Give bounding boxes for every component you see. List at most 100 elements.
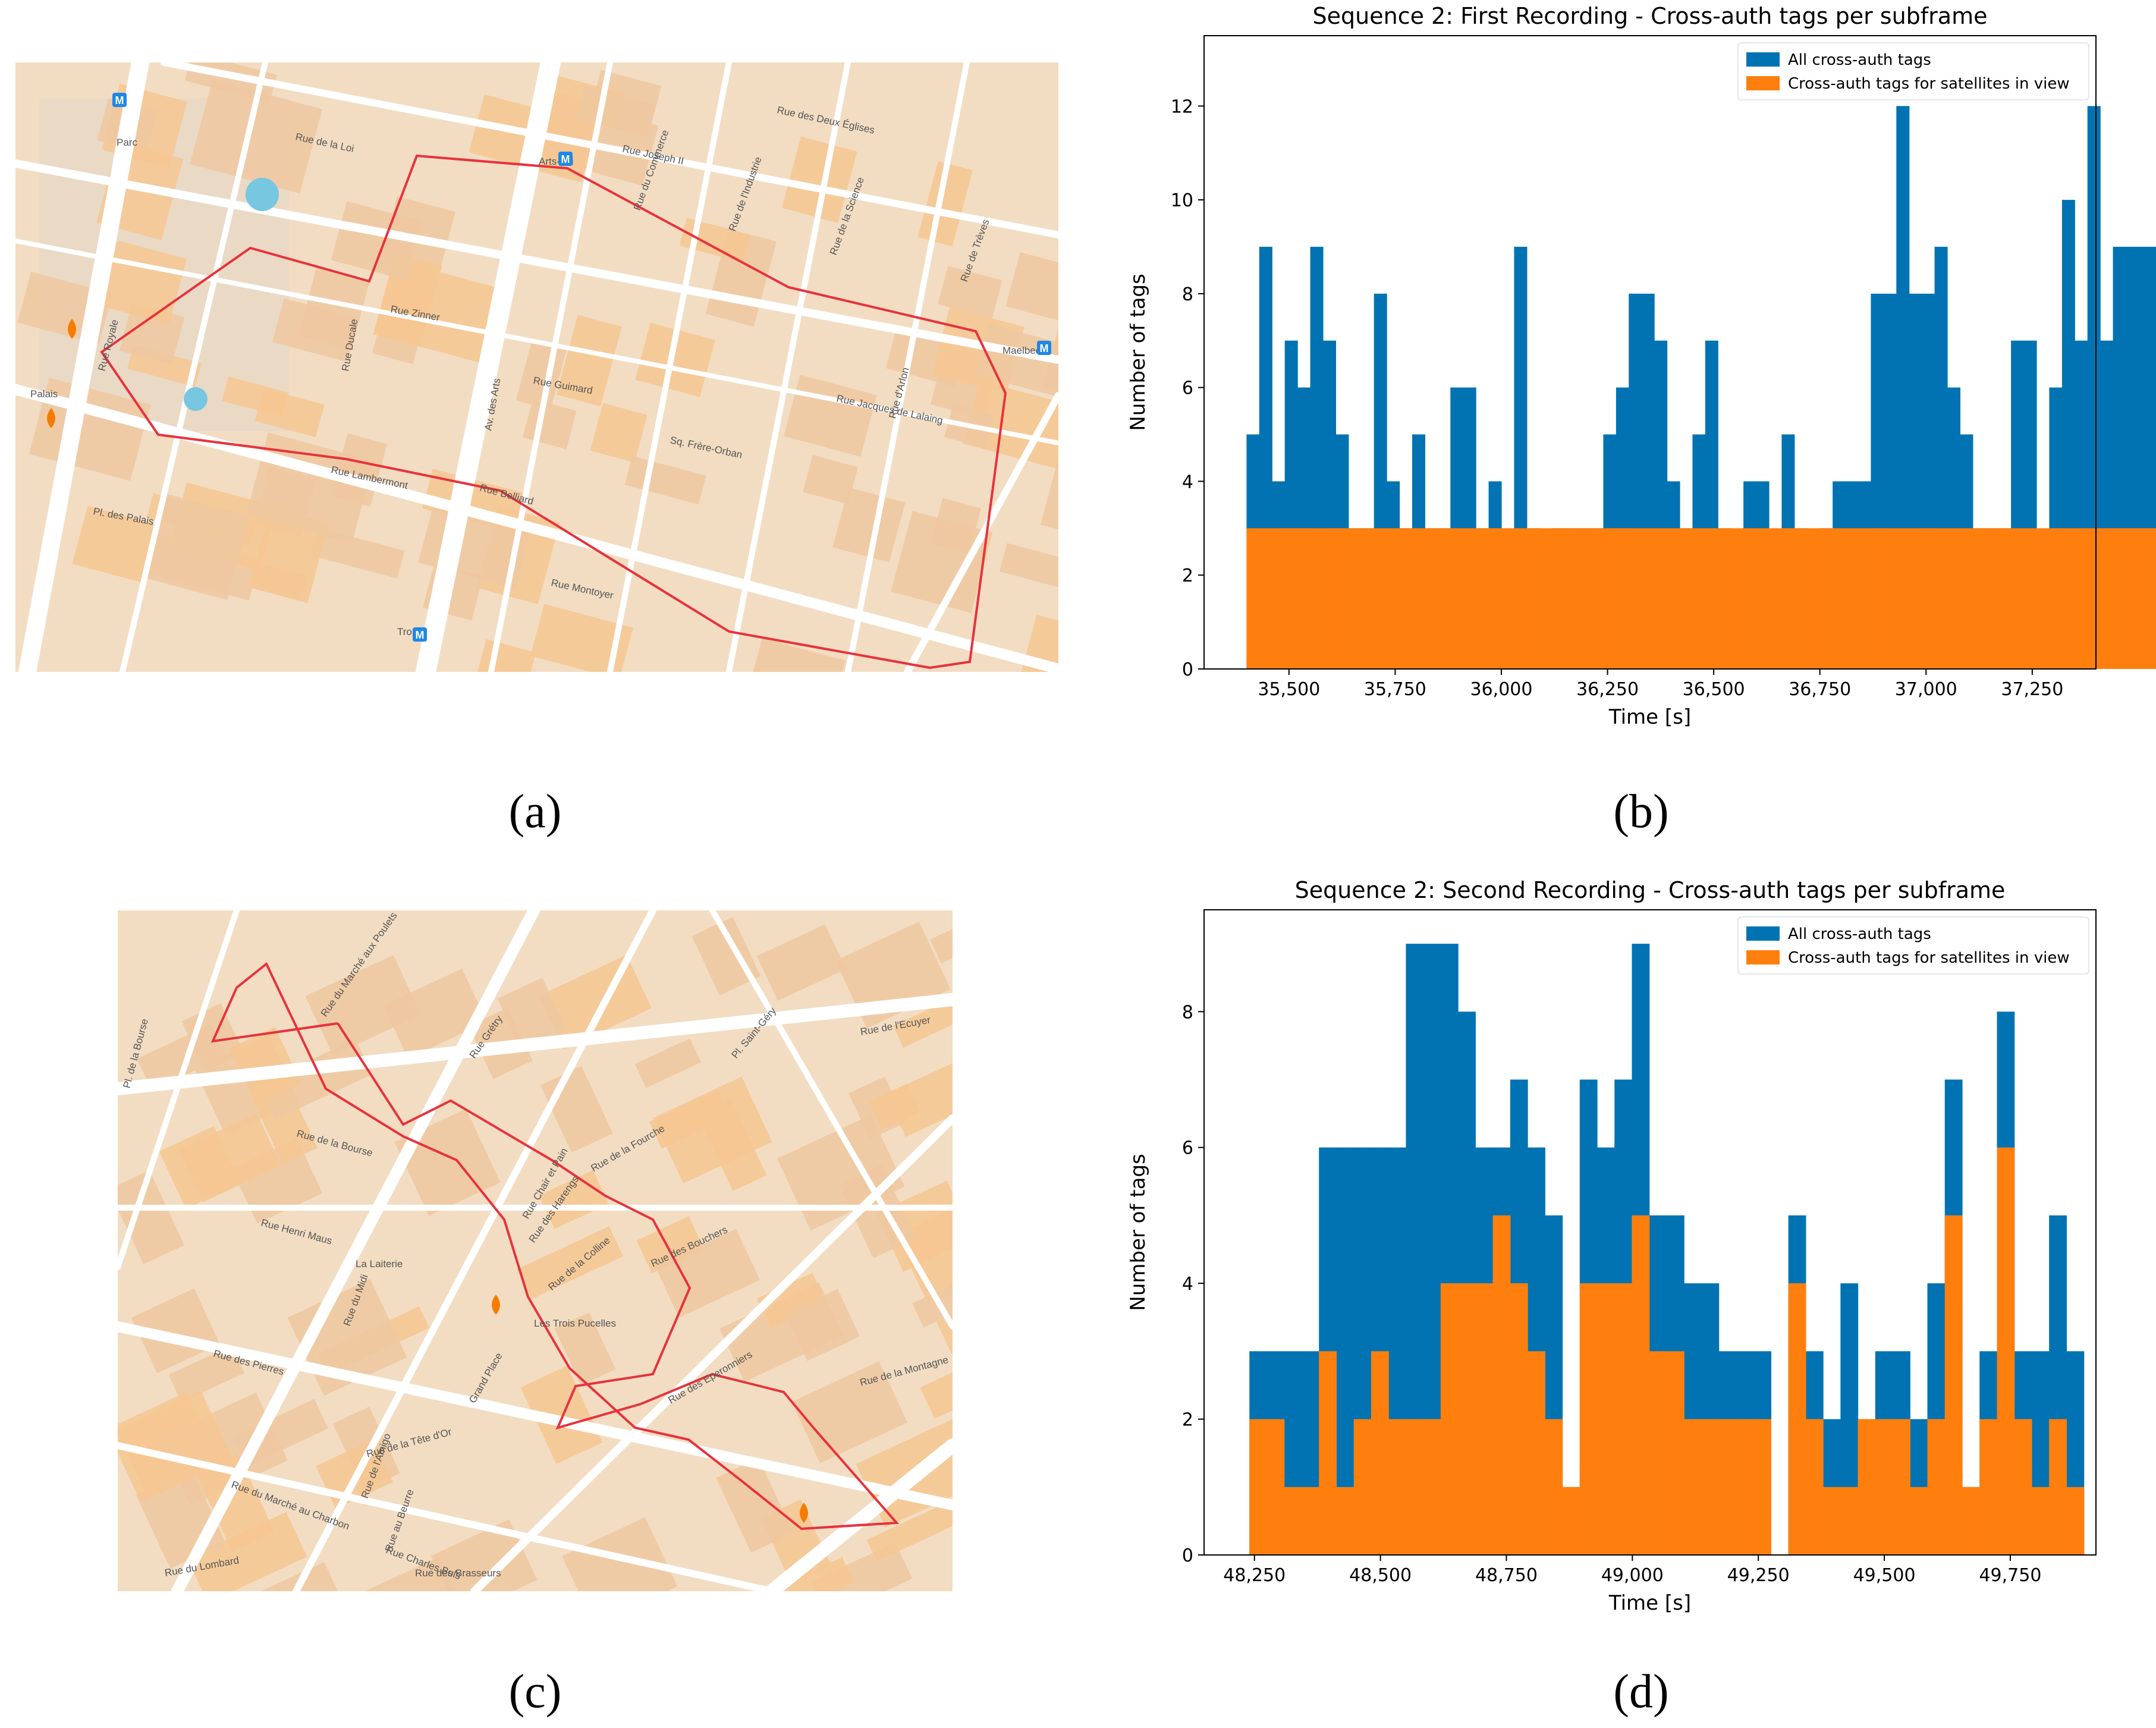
- y-tick-label: 4: [1182, 1274, 1193, 1295]
- bar-view-tags: [1272, 528, 1286, 669]
- map-road: [488, 62, 613, 672]
- map-road: [470, 1114, 953, 1591]
- metro-icon-maelbeek: M: [1037, 341, 1051, 355]
- x-axis-label: Time [s]: [1608, 1591, 1691, 1615]
- legend-box: [1737, 916, 2089, 975]
- svg-text:M: M: [416, 629, 425, 641]
- plot-frame: [1203, 35, 2097, 670]
- bar-view-tags: [1883, 528, 1897, 669]
- bar-view-tags: [1922, 528, 1935, 669]
- x-tick-label: 35,750: [1364, 679, 1426, 700]
- map-c-roads: [118, 910, 953, 1591]
- caption-d: (d): [1613, 1666, 1669, 1718]
- map-building-block: [305, 954, 422, 1056]
- map-building-block: [885, 1051, 953, 1138]
- map-road: [293, 910, 656, 1591]
- bar-view-tags: [1985, 528, 1999, 669]
- bar-view-tags: [1399, 528, 1413, 669]
- map-road: [120, 62, 268, 672]
- pond-icon: [184, 387, 208, 411]
- bar-view-tags: [1591, 528, 1604, 669]
- svg-text:M: M: [561, 153, 570, 165]
- y-tick-label: 2: [1182, 565, 1193, 586]
- bar-view-tags: [2049, 528, 2063, 669]
- bar-view-tags: [1510, 1283, 1528, 1555]
- bar-view-tags: [1819, 528, 1833, 669]
- x-tick-label: 48,250: [1223, 1565, 1286, 1586]
- map-road: [15, 238, 1058, 445]
- bar-view-tags: [1962, 1487, 1980, 1555]
- bar-view-tags: [1781, 528, 1795, 669]
- map-building-block: [576, 85, 656, 138]
- street-label: Palais: [30, 388, 58, 400]
- bar-view-tags: [2138, 528, 2152, 669]
- map-building-block: [331, 201, 423, 281]
- y-tick-label: 0: [1182, 659, 1193, 680]
- bar-view-tags: [1374, 528, 1387, 669]
- bar-view-tags: [1437, 528, 1451, 669]
- bar-view-tags: [1680, 528, 1693, 669]
- legend-label: All cross-auth tags: [1788, 51, 1931, 69]
- y-tick-label: 2: [1182, 1410, 1193, 1431]
- x-tick-label: 37,000: [1895, 679, 1957, 700]
- map-building-block: [520, 1365, 603, 1465]
- bar-view-tags: [1736, 1419, 1754, 1555]
- bar-view-tags: [1577, 528, 1591, 669]
- map-building-block: [539, 954, 652, 1050]
- legend-label: All cross-auth tags: [1788, 925, 1931, 943]
- map-building-block: [240, 1562, 354, 1591]
- bar-view-tags: [1301, 1487, 1319, 1555]
- metro-icon-trone: M: [413, 627, 427, 642]
- chart-title: Sequence 2: First Recording - Cross-auth…: [1313, 3, 1988, 29]
- bar-view-tags: [1412, 528, 1426, 669]
- map-a: Parc Rue de la Loi Rue Royale Arts-Loi Rue J…: [15, 62, 1058, 672]
- map-building-block: [145, 494, 250, 601]
- bar-view-tags: [1654, 528, 1668, 669]
- map-building-block: [635, 322, 715, 397]
- bar-view-tags: [1284, 1487, 1302, 1555]
- map-road: [15, 159, 1058, 364]
- bar-view-tags: [1501, 528, 1515, 669]
- legend-label: Cross-auth tags for satellites in view: [1788, 75, 2070, 93]
- bar-view-tags: [1756, 528, 1770, 669]
- bar-view-tags: [1997, 1147, 2015, 1555]
- map-building-block: [753, 1557, 854, 1591]
- street-label: Rue des Brasseurs: [415, 1567, 501, 1579]
- caption-b: (b): [1613, 786, 1669, 838]
- map-road: [15, 384, 1058, 672]
- bar-view-tags: [1336, 1487, 1354, 1555]
- bar-view-tags: [1701, 1419, 1720, 1555]
- map-building-block: [187, 1512, 307, 1591]
- map-building-block: [975, 323, 1058, 403]
- series-1: [1246, 528, 2156, 669]
- map-building-block: [310, 527, 405, 579]
- bar-view-tags: [2014, 1419, 2032, 1555]
- bar-view-tags: [2151, 528, 2156, 669]
- bar-view-tags: [1545, 1419, 1563, 1555]
- bar-view-tags: [2049, 1419, 2067, 1555]
- map-building-block: [696, 1097, 767, 1192]
- map-building-block: [791, 1361, 908, 1463]
- street-label: La Laiterie: [356, 1258, 403, 1270]
- map-building-block: [912, 1279, 953, 1328]
- map-road: [118, 1321, 953, 1510]
- route-path-c: [210, 962, 900, 1531]
- map-building-block: [655, 1229, 760, 1318]
- map-building-block: [893, 985, 953, 1048]
- fountain-icon: [246, 178, 279, 211]
- bar-view-tags: [1310, 528, 1324, 669]
- map-building-block: [963, 380, 1058, 475]
- map-road: [118, 1442, 775, 1591]
- map-building-block: [781, 136, 857, 223]
- map-building-block: [716, 1457, 794, 1553]
- bar-view-tags: [1960, 528, 1973, 669]
- map-building-block: [190, 80, 323, 194]
- map-road: [904, 392, 1058, 672]
- x-tick-label: 48,500: [1349, 1565, 1412, 1586]
- caption-c: (c): [508, 1666, 562, 1718]
- y-axis-label: Number of tags: [1130, 1154, 1150, 1311]
- bar-view-tags: [1440, 1283, 1459, 1555]
- bar-view-tags: [1858, 528, 1872, 669]
- map-road: [726, 62, 851, 672]
